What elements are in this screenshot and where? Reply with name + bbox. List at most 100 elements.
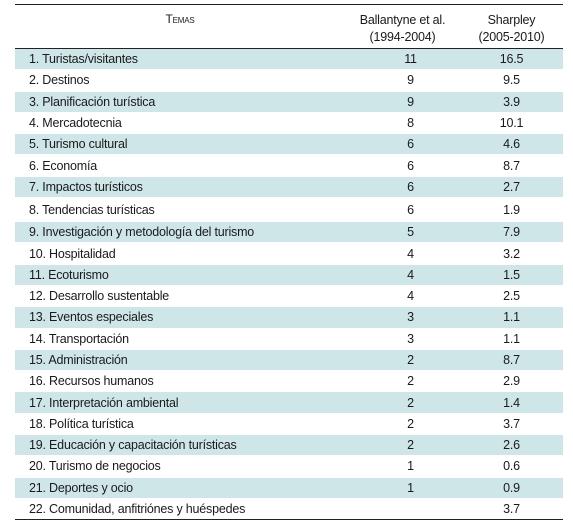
topic-cell: 10. Hospitalidad <box>15 242 345 265</box>
table-row: 15. Administración 2 8.7 <box>15 348 563 371</box>
ballantyne-cell: 4 <box>345 284 460 307</box>
table-row: 4. Mercadotecnia 8 10.1 <box>15 111 563 134</box>
ballantyne-cell: 9 <box>345 90 460 113</box>
ballantyne-cell: 2 <box>345 348 460 371</box>
sharpley-cell: 2.5 <box>460 284 563 307</box>
sharpley-cell: 2.6 <box>460 434 563 456</box>
sharpley-cell: 3.9 <box>460 90 563 113</box>
sharpley-cell: 8.7 <box>460 348 563 371</box>
table-row: 18. Política turística 2 3.7 <box>15 412 563 435</box>
topic-cell: 3. Planificación turística <box>15 90 345 113</box>
table-row: 19. Educación y capacitación turísticas 2… <box>15 434 563 456</box>
sharpley-cell: 3.7 <box>460 497 563 520</box>
table-row: 13. Eventos especiales 3 1.1 <box>15 306 563 329</box>
topic-cell: 7. Impactos turísticos <box>15 175 345 198</box>
topic-cell: 11. Ecoturismo <box>15 263 345 286</box>
sharpley-cell: 1.5 <box>460 263 563 286</box>
table-row: 17. Interpretación ambiental 2 1.4 <box>15 391 563 414</box>
topics-table-container: Temas Ballantyne et al. (1994-2004) Shar… <box>15 4 563 520</box>
ballantyne-cell: 8 <box>345 111 460 134</box>
topic-cell: 15. Administración <box>15 348 345 371</box>
topic-cell: 19. Educación y capacitación turísticas <box>15 434 345 456</box>
table-row: 21. Deportes y ocio 1 0.9 <box>15 476 563 499</box>
sharpley-cell: 7.9 <box>460 221 563 243</box>
sharpley-cell: 3.2 <box>460 242 563 265</box>
ballantyne-cell: 2 <box>345 434 460 456</box>
ballantyne-cell: 9 <box>345 69 460 92</box>
ballantyne-cell: 2 <box>345 391 460 414</box>
topic-cell: 8. Tendencias turísticas <box>15 197 345 222</box>
ballantyne-cell: 3 <box>345 327 460 350</box>
header-topic-label: Temas <box>165 12 195 26</box>
topic-cell: 12. Desarrollo sustentable <box>15 284 345 307</box>
table-row: 22. Comunidad, anfitriónes y huéspedes 3.… <box>15 497 563 520</box>
header-sharpley-line2: (2005-2010) <box>478 30 545 44</box>
table-top-rule <box>15 4 563 5</box>
table-row: 5. Turismo cultural 6 4.6 <box>15 133 563 155</box>
ballantyne-cell: 1 <box>345 476 460 499</box>
ballantyne-cell: 3 <box>345 306 460 329</box>
header-ballantyne-line2: (1994-2004) <box>369 30 436 44</box>
sharpley-cell: 2.7 <box>460 175 563 198</box>
ballantyne-cell: 2 <box>345 370 460 392</box>
ballantyne-cell: 6 <box>345 133 460 155</box>
ballantyne-cell: 4 <box>345 242 460 265</box>
sharpley-cell: 0.6 <box>460 455 563 478</box>
table-row: 14. Transportación 3 1.1 <box>15 327 563 350</box>
ballantyne-cell: 6 <box>345 175 460 198</box>
sharpley-cell: 10.1 <box>460 111 563 134</box>
header-sharpley-line1: Sharpley <box>487 13 536 27</box>
topic-cell: 14. Transportación <box>15 327 345 350</box>
table-row: 10. Hospitalidad 4 3.2 <box>15 242 563 265</box>
topics-table: 1. Turistas/visitantes 11 16.5 2. Destinos 9… <box>15 49 563 520</box>
topic-cell: 16. Recursos humanos <box>15 370 345 392</box>
topic-cell: 22. Comunidad, anfitriónes y huéspedes <box>15 497 345 520</box>
sharpley-cell: 9.5 <box>460 69 563 92</box>
header-sharpley: Sharpley (2005-2010) <box>460 5 563 48</box>
ballantyne-cell: 5 <box>345 221 460 243</box>
ballantyne-cell: 2 <box>345 412 460 435</box>
ballantyne-cell: 4 <box>345 263 460 286</box>
topic-cell: 20. Turismo de negocios <box>15 455 345 478</box>
sharpley-cell: 1.1 <box>460 306 563 329</box>
sharpley-cell: 8.7 <box>460 154 563 177</box>
header-ballantyne: Ballantyne et al. (1994-2004) <box>345 5 460 48</box>
table-row: 2. Destinos 9 9.5 <box>15 69 563 92</box>
ballantyne-cell: 6 <box>345 154 460 177</box>
table-body: 1. Turistas/visitantes 11 16.5 2. Destinos 9… <box>15 49 563 520</box>
sharpley-cell: 0.9 <box>460 476 563 499</box>
topic-cell: 18. Política turística <box>15 412 345 435</box>
ballantyne-cell: 11 <box>345 49 460 70</box>
sharpley-cell: 16.5 <box>460 49 563 70</box>
topic-cell: 17. Interpretación ambiental <box>15 391 345 414</box>
table-row: 6. Economía 6 8.7 <box>15 154 563 177</box>
table-row: 20. Turismo de negocios 1 0.6 <box>15 455 563 478</box>
sharpley-cell: 3.7 <box>460 412 563 435</box>
ballantyne-cell: 1 <box>345 455 460 478</box>
header-ballantyne-line1: Ballantyne et al. <box>359 13 446 27</box>
table-row: 12. Desarrollo sustentable 4 2.5 <box>15 284 563 307</box>
topic-cell: 9. Investigación y metodología del turis… <box>15 221 345 243</box>
topic-cell: 2. Destinos <box>15 69 345 92</box>
table-header-rule <box>15 48 563 49</box>
sharpley-cell: 1.1 <box>460 327 563 350</box>
table-row: 16. Recursos humanos 2 2.9 <box>15 370 563 392</box>
ballantyne-cell <box>345 497 460 520</box>
topic-cell: 6. Economía <box>15 154 345 177</box>
sharpley-cell: 1.4 <box>460 391 563 414</box>
table-row: 11. Ecoturismo 4 1.5 <box>15 263 563 286</box>
sharpley-cell: 2.9 <box>460 370 563 392</box>
topic-cell: 4. Mercadotecnia <box>15 111 345 134</box>
sharpley-cell: 1.9 <box>460 197 563 222</box>
topic-cell: 5. Turismo cultural <box>15 133 345 155</box>
header-topic: Temas <box>15 5 345 48</box>
table-row: 8. Tendencias turísticas 6 1.9 <box>15 197 563 222</box>
topic-cell: 13. Eventos especiales <box>15 306 345 329</box>
table-row: 7. Impactos turísticos 6 2.7 <box>15 175 563 198</box>
table-row: 1. Turistas/visitantes 11 16.5 <box>15 49 563 70</box>
table-header: Temas Ballantyne et al. (1994-2004) Shar… <box>15 5 563 48</box>
table-row: 9. Investigación y metodología del turis… <box>15 221 563 243</box>
ballantyne-cell: 6 <box>345 197 460 222</box>
sharpley-cell: 4.6 <box>460 133 563 155</box>
topic-cell: 21. Deportes y ocio <box>15 476 345 499</box>
